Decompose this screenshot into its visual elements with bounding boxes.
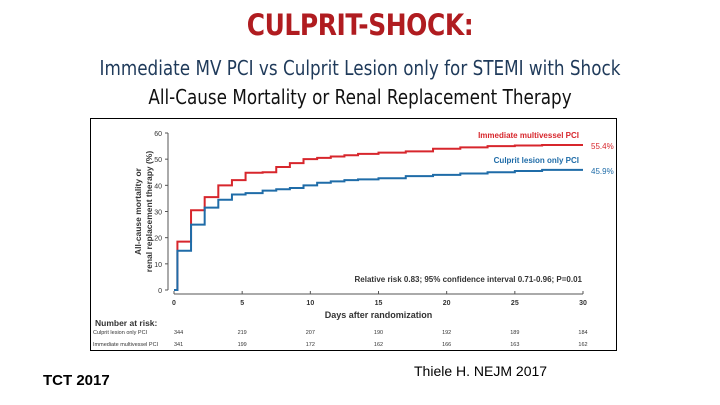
conference-label: TCT 2017 [43, 372, 110, 389]
x-tick-label: 10 [306, 300, 314, 307]
y-tick-label: 60 [154, 131, 162, 138]
risk-row-label: Immediate multivessel PCI [93, 342, 159, 348]
slide-subtitle-secondary: All-Cause Mortality or Renal Replacement… [148, 85, 572, 109]
x-tick-label: 25 [511, 300, 519, 307]
risk-value: 199 [238, 342, 247, 348]
slide-title: CULPRIT-SHOCK: [246, 8, 474, 42]
x-tick-label: 15 [375, 300, 383, 307]
y-axis-label: All-cause mortality or renal replacement … [133, 151, 154, 273]
km-chart-frame [90, 118, 617, 351]
y-tick-label: 20 [154, 236, 162, 243]
red-end-value: 55.4% [591, 142, 614, 151]
blue-series-line [174, 168, 583, 291]
stats-annotation: Relative risk 0.83; 95% confidence inter… [355, 275, 583, 284]
number-at-risk-title: Number at risk: [95, 318, 158, 328]
red-series-line [174, 144, 583, 291]
x-tick-label: 30 [579, 300, 587, 307]
blue-series-label: Culprit lesion only PCI [494, 156, 579, 165]
risk-value: 162 [578, 342, 587, 348]
risk-value: 344 [174, 330, 183, 336]
x-tick-label: 0 [172, 300, 176, 307]
slide-subtitle: Immediate MV PCI vs Culprit Lesion only … [99, 56, 621, 80]
risk-value: 172 [306, 342, 315, 348]
y-axis-label-line2: renal replacement therapy (%) [144, 151, 154, 273]
risk-value: 166 [442, 342, 451, 348]
y-tick-label: 40 [154, 183, 162, 190]
y-axis-label-line1: All-cause mortality or [133, 167, 143, 255]
risk-value: 190 [374, 330, 383, 336]
risk-value: 192 [442, 330, 451, 336]
x-tick-label: 20 [443, 300, 451, 307]
risk-value: 162 [374, 342, 383, 348]
y-tick-label: 10 [154, 262, 162, 269]
risk-value: 341 [174, 342, 183, 348]
risk-row-label: Culprit lesion only PCI [93, 330, 148, 336]
risk-value: 163 [510, 342, 519, 348]
risk-value: 184 [578, 330, 587, 336]
blue-end-value: 45.9% [591, 167, 614, 176]
risk-value: 207 [306, 330, 315, 336]
x-tick-label: 5 [240, 300, 244, 307]
risk-value: 189 [510, 330, 519, 336]
red-series-label: Immediate multivessel PCI [478, 131, 579, 140]
citation: Thiele H. NEJM 2017 [414, 363, 548, 379]
y-tick-label: 30 [154, 210, 162, 217]
y-tick-label: 0 [158, 288, 162, 295]
y-tick-label: 50 [154, 157, 162, 164]
x-axis-label: Days after randomization [325, 310, 433, 320]
risk-value: 219 [238, 330, 247, 336]
